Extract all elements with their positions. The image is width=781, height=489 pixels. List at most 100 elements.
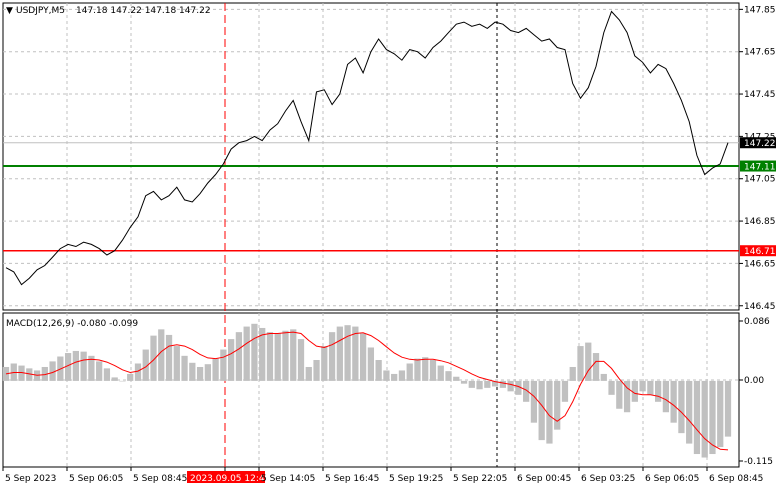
price-tick-label: 146.65 xyxy=(744,259,776,269)
macd-bar xyxy=(305,366,312,381)
macd-bar xyxy=(313,360,320,381)
macd-bar xyxy=(717,380,724,448)
macd-signal-line xyxy=(5,331,729,451)
time-label: 5 Sep 16:45 xyxy=(325,474,379,484)
macd-bar xyxy=(507,380,514,392)
time-label: 5 Sep 08:45 xyxy=(133,474,187,484)
macd-bar xyxy=(158,329,165,381)
macd-bar xyxy=(204,364,211,381)
time-axis[interactable]: 5 Sep 2023 5 Sep 06:05 5 Sep 08:45 2023.09.… xyxy=(2,467,763,484)
macd-bar xyxy=(647,380,654,395)
macd-bar xyxy=(259,327,266,381)
price-line xyxy=(5,10,729,286)
macd-bar xyxy=(724,380,732,437)
macd-bar xyxy=(631,380,638,402)
macd-bar xyxy=(608,380,615,395)
macd-bar xyxy=(235,332,243,381)
price-tick-label: 147.05 xyxy=(744,175,776,185)
macd-bar xyxy=(196,366,204,381)
macd-scale-bottom: -0.115 xyxy=(744,457,773,467)
svg-text:147.11: 147.11 xyxy=(744,163,776,173)
macd-bar xyxy=(468,380,475,388)
macd-bar xyxy=(585,342,592,381)
macd-bar xyxy=(554,380,561,430)
resistance-price-tag: 146.71 xyxy=(740,245,776,257)
macd-bar xyxy=(321,346,328,381)
time-label: 6 Sep 06:05 xyxy=(645,474,699,484)
macd-bar xyxy=(476,380,483,390)
price-tick-label: 147.65 xyxy=(744,48,776,58)
macd-bar xyxy=(367,347,375,381)
price-axis[interactable]: 147.85147.65147.45147.25147.05146.85146.… xyxy=(739,5,776,312)
macd-header: MACD(12,26,9) -0.080 -0.099 xyxy=(6,319,138,329)
macd-bar xyxy=(429,360,437,381)
macd-bar xyxy=(282,330,289,381)
macd-bar xyxy=(344,325,351,381)
main-grid xyxy=(3,3,739,310)
price-tick-label: 146.85 xyxy=(744,217,776,227)
macd-bar xyxy=(220,349,227,381)
macd-bar xyxy=(639,380,646,392)
macd-bar xyxy=(336,326,343,381)
macd-bar xyxy=(290,329,297,381)
time-label: 5 Sep 2023 xyxy=(5,474,56,484)
macd-bar xyxy=(80,351,87,381)
macd-bar xyxy=(515,380,522,395)
time-label: 6 Sep 00:45 xyxy=(517,474,571,484)
macd-bar xyxy=(414,358,421,381)
current-price-tag: 147.22 xyxy=(740,137,776,149)
macd-bar xyxy=(709,380,716,455)
macd-bar xyxy=(2,366,10,381)
macd-bar xyxy=(491,380,499,387)
macd-bar xyxy=(96,361,103,381)
macd-bar xyxy=(142,349,149,381)
macd-bar xyxy=(266,332,274,381)
time-label: 2023.09.05 12:40 xyxy=(190,474,271,484)
macd-bar xyxy=(274,333,281,381)
macd-bar xyxy=(538,380,545,441)
svg-text:146.71: 146.71 xyxy=(744,247,776,257)
time-label: 5 Sep 14:05 xyxy=(261,474,315,484)
time-label: 6 Sep 03:25 xyxy=(581,474,635,484)
macd-bar xyxy=(422,357,429,381)
macd-scale-zero: 0.00 xyxy=(744,376,764,386)
macd-bar xyxy=(72,350,80,381)
support-price-tag: 147.11 xyxy=(740,160,776,173)
macd-bar xyxy=(189,362,196,381)
macd-bar xyxy=(406,363,413,381)
time-label: 5 Sep 06:05 xyxy=(69,474,123,484)
macd-bar xyxy=(228,339,235,381)
time-label: 6 Sep 08:45 xyxy=(709,474,763,484)
macd-bar xyxy=(165,334,173,381)
macd-bar xyxy=(173,346,180,381)
macd-bar xyxy=(600,373,607,381)
macd-bar xyxy=(119,380,126,382)
macd-bar xyxy=(662,380,670,413)
macd-bar xyxy=(328,332,336,381)
macd-bar xyxy=(64,353,72,381)
macd-bar xyxy=(523,380,530,402)
price-tick-label: 146.45 xyxy=(744,302,776,312)
macd-bar xyxy=(670,380,677,423)
macd-bar xyxy=(623,380,631,413)
macd-bar xyxy=(383,370,390,381)
highlight-time-bg xyxy=(187,471,265,483)
macd-bar xyxy=(212,358,219,381)
symbol-header: USDJPY,M5 xyxy=(16,6,65,16)
macd-bar xyxy=(398,370,406,381)
macd-bar xyxy=(499,380,506,388)
macd-bar xyxy=(577,346,584,381)
time-label: 5 Sep 19:25 xyxy=(389,474,443,484)
macd-bar xyxy=(460,380,468,384)
macd-bar xyxy=(437,365,444,381)
macd-bar xyxy=(134,363,142,381)
macd-bar xyxy=(88,355,95,381)
macd-bar xyxy=(693,380,701,455)
macd-bar xyxy=(352,326,359,381)
macd-bar xyxy=(701,380,708,458)
macd-bar xyxy=(686,380,693,444)
ohlc-header: 147.18 147.22 147.18 147.22 xyxy=(76,6,211,16)
macd-bar xyxy=(150,335,157,381)
macd-bar xyxy=(251,323,258,381)
